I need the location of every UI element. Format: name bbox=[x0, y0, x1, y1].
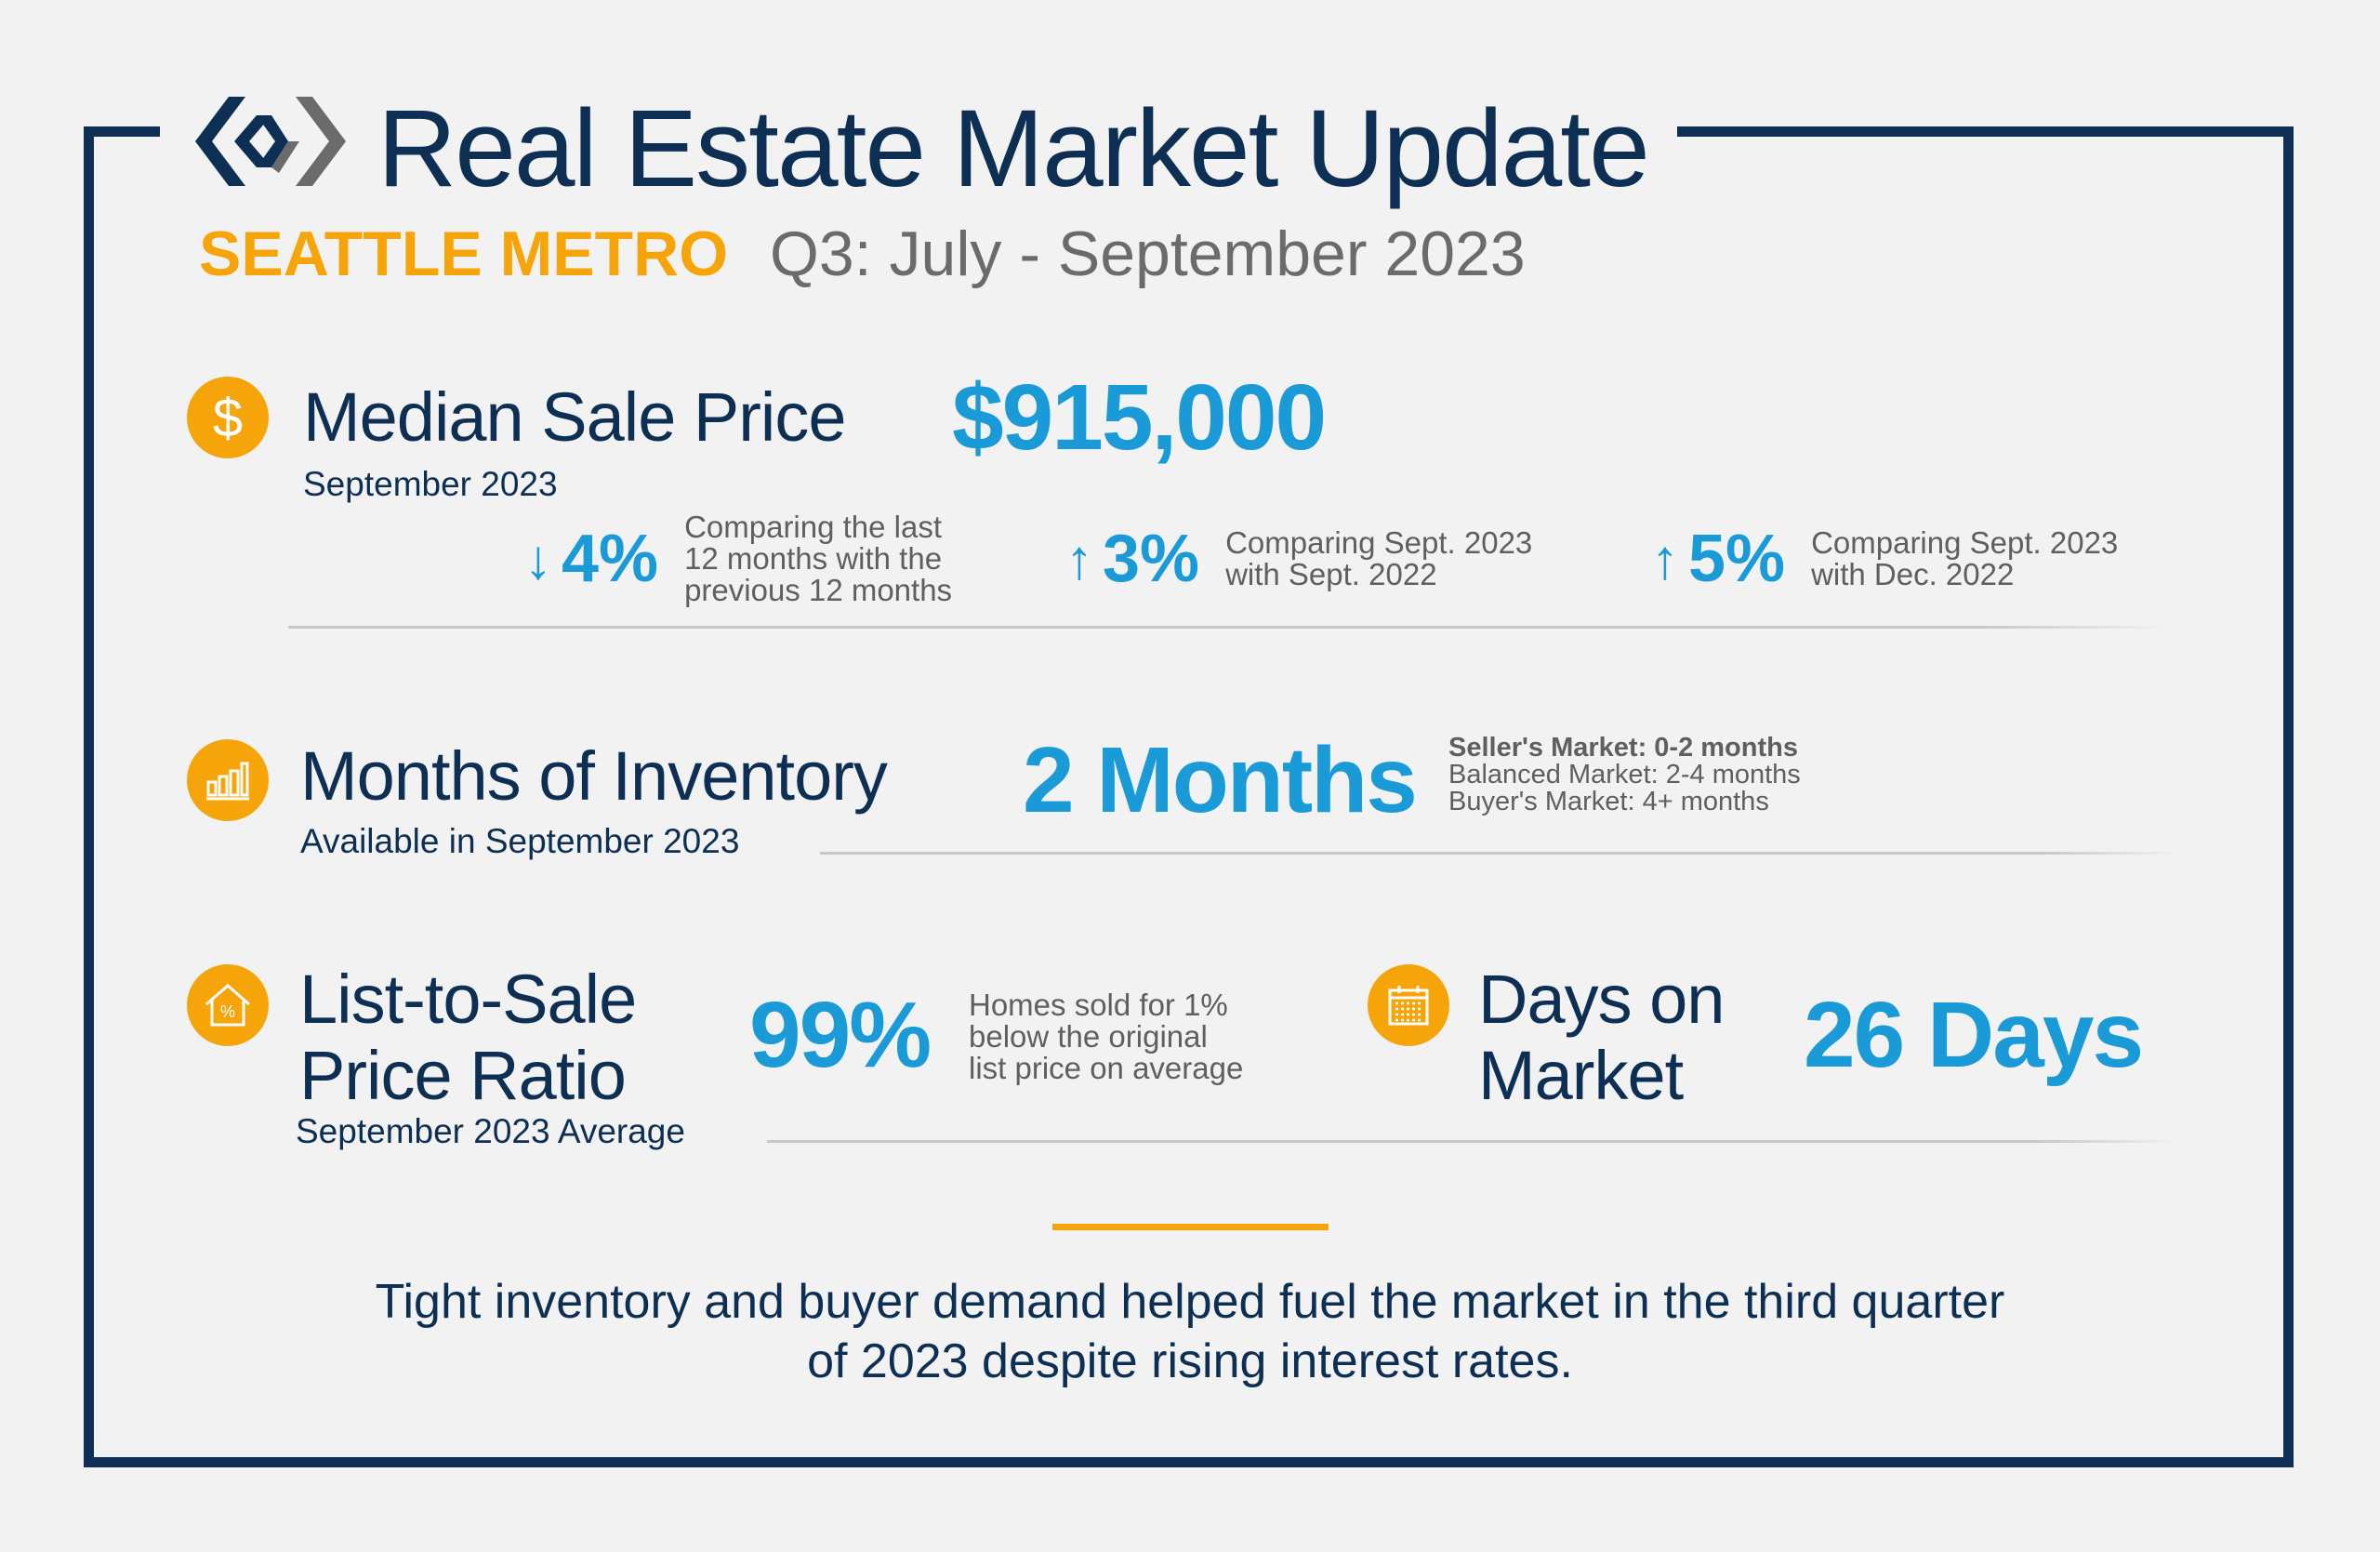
frame-top-left bbox=[84, 126, 160, 137]
ratio-title: List-to-Sale Price Ratio bbox=[299, 961, 637, 1114]
region-label: SEATTLE METRO bbox=[199, 219, 729, 289]
desc-line: list price on average bbox=[969, 1051, 1244, 1085]
stat-value: 3% bbox=[1103, 522, 1200, 596]
desc-line: Comparing the last bbox=[684, 510, 943, 544]
desc-line: with Dec. 2022 bbox=[1811, 557, 2015, 591]
dollar-icon: $ bbox=[187, 377, 269, 458]
footer-line: Tight inventory and buyer demand helped … bbox=[375, 1275, 2005, 1329]
stat-since-december: ↑ 5% Comparing Sept. 2023 with Dec. 2022 bbox=[1651, 510, 2118, 608]
inventory-title: Months of Inventory bbox=[300, 737, 888, 815]
desc-line: Comparing Sept. 2023 bbox=[1225, 525, 1533, 560]
stat-value: 4% bbox=[562, 522, 659, 596]
desc-line: Comparing Sept. 2023 bbox=[1811, 525, 2119, 560]
desc-line: below the original bbox=[969, 1019, 1208, 1054]
days-title: Days on Market bbox=[1478, 961, 1725, 1114]
stat-year-over-year: ↑ 3% Comparing Sept. 2023 with Sept. 202… bbox=[1065, 510, 1532, 608]
frame-bottom bbox=[84, 1457, 2294, 1467]
arrow-down-icon: ↓ bbox=[524, 527, 552, 590]
stat-value: 5% bbox=[1688, 522, 1786, 596]
median-title: Median Sale Price bbox=[303, 378, 847, 456]
legend-buyers: Buyer's Market: 4+ months bbox=[1448, 787, 1769, 816]
ratio-subtitle: September 2023 Average bbox=[296, 1112, 685, 1150]
frame-left bbox=[84, 126, 94, 1467]
footer-summary: Tight inventory and buyer demand helped … bbox=[0, 1272, 2380, 1391]
calendar-icon bbox=[1368, 964, 1449, 1046]
desc-line: 12 months with the bbox=[684, 541, 943, 576]
frame-right bbox=[2283, 126, 2294, 1467]
stat-desc: Comparing Sept. 2023 with Dec. 2022 bbox=[1811, 527, 2118, 590]
inventory-value: 2 Months bbox=[1023, 728, 1418, 832]
logo-icon bbox=[195, 97, 346, 186]
median-value: $915,000 bbox=[952, 365, 1327, 470]
page-title: Real Estate Market Update bbox=[377, 87, 1650, 210]
desc-line: previous 12 months bbox=[684, 573, 953, 607]
days-title-line: Market bbox=[1478, 1037, 1684, 1114]
house-percent-icon: % bbox=[187, 964, 269, 1046]
legend-sellers: Seller's Market: 0-2 months bbox=[1448, 733, 1798, 763]
ratio-title-line: List-to-Sale bbox=[299, 961, 637, 1038]
bar-chart-icon bbox=[187, 739, 269, 821]
inventory-subtitle: Available in September 2023 bbox=[300, 822, 740, 860]
days-title-line: Days on bbox=[1478, 961, 1725, 1038]
median-subtitle: September 2023 bbox=[303, 465, 558, 503]
ratio-title-line: Price Ratio bbox=[299, 1037, 627, 1114]
divider bbox=[820, 852, 2180, 855]
market-legend: Seller's Market: 0-2 months Balanced Mar… bbox=[1448, 735, 1801, 816]
accent-bar bbox=[1052, 1224, 1329, 1230]
stat-12-month: ↓ 4% Comparing the last 12 months with t… bbox=[524, 510, 952, 608]
stat-desc: Comparing the last 12 months with the pr… bbox=[684, 511, 952, 606]
legend-balanced: Balanced Market: 2-4 months bbox=[1448, 760, 1801, 789]
frame-top-right bbox=[1677, 126, 2294, 137]
arrow-up-icon: ↑ bbox=[1065, 527, 1093, 590]
days-value: 26 Days bbox=[1804, 983, 2144, 1087]
divider bbox=[288, 626, 2171, 629]
svg-text:%: % bbox=[220, 1002, 235, 1021]
desc-line: Homes sold for 1% bbox=[969, 988, 1228, 1022]
ratio-value: 99% bbox=[749, 983, 932, 1087]
stat-desc: Comparing Sept. 2023 with Sept. 2022 bbox=[1225, 527, 1532, 590]
divider bbox=[767, 1140, 2180, 1143]
arrow-up-icon: ↑ bbox=[1651, 527, 1679, 590]
period-label: Q3: July - September 2023 bbox=[770, 219, 1526, 289]
ratio-desc: Homes sold for 1% below the original lis… bbox=[969, 989, 1243, 1084]
footer-line: of 2023 despite rising interest rates. bbox=[807, 1334, 1573, 1388]
desc-line: with Sept. 2022 bbox=[1225, 557, 1437, 591]
